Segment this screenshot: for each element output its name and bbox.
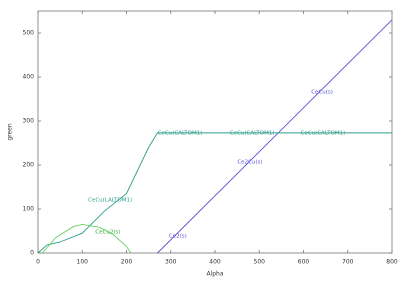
x-tick-label: 300 [165,259,177,266]
y-tick-label: 0 [30,250,34,257]
x-tick-label: 100 [77,259,89,266]
x-tick-label: 500 [254,259,266,266]
y-tick-label: 200 [23,162,35,169]
annotation: CeCu(CALTOM1) [301,130,346,136]
x-tick-label: 800 [386,259,398,266]
x-tick-label: 200 [121,259,133,266]
x-tick-label: 0 [36,259,40,266]
annotation: Ce2(s) [169,233,187,239]
annotation: CeCu(LALTOM1) [88,198,132,204]
annotation: Ce2Cu(s) [237,159,262,165]
y-tick-label: 400 [23,74,35,81]
annotation: CeCu2(s) [95,229,120,235]
x-axis-label: Alpha [206,271,223,278]
series-line [37,132,392,254]
y-tick-label: 100 [23,206,35,213]
y-tick-label: 300 [23,118,35,125]
annotation: CeCu(s) [311,89,333,95]
annotation: CeCu(CALTOM1) [158,130,203,136]
annotation: CeCu(CALTOM1) [230,130,275,136]
y-axis-label: green [7,123,14,141]
y-tick-label: 500 [23,30,35,37]
x-tick-label: 400 [209,259,221,266]
series-line [157,19,393,254]
x-tick-label: 700 [342,259,354,266]
x-tick-label: 600 [298,259,310,266]
series-line [42,223,132,254]
